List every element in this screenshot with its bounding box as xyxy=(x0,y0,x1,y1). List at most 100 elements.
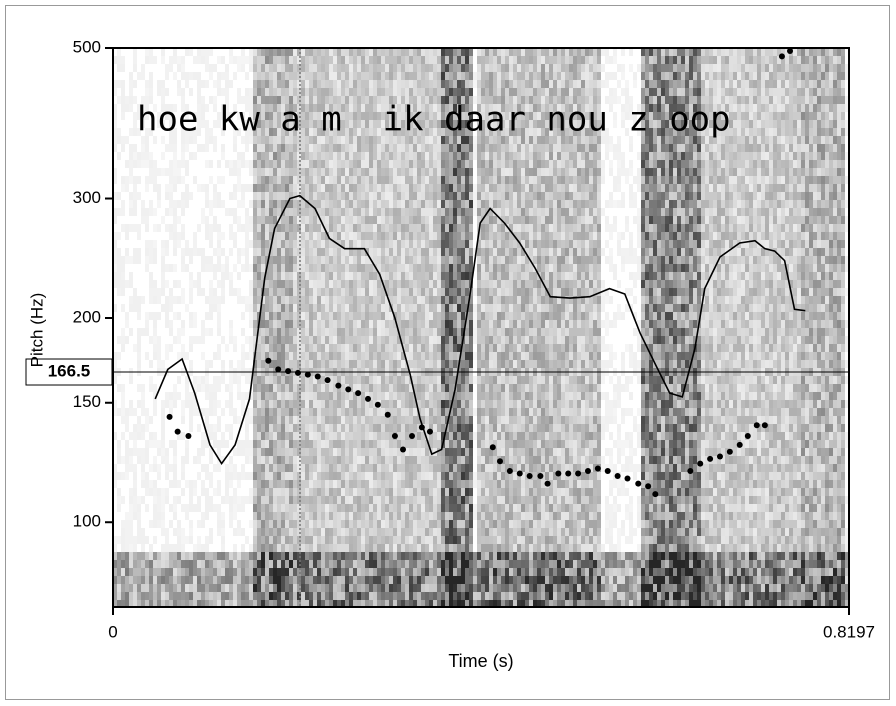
spectrogram-cell xyxy=(281,400,285,408)
spectrogram-cell xyxy=(417,464,421,472)
spectrogram-cell xyxy=(373,504,377,512)
spectrogram-cell xyxy=(409,584,413,592)
spectrogram-cell xyxy=(281,408,285,416)
spectrogram-cell xyxy=(125,448,129,456)
spectrogram-cell xyxy=(349,176,353,184)
spectrogram-cell xyxy=(221,72,225,80)
spectrogram-cell xyxy=(125,256,129,264)
spectrogram-cell xyxy=(337,528,341,536)
spectrogram-cell xyxy=(289,496,293,504)
spectrogram-cell xyxy=(185,352,189,360)
spectrogram-cell xyxy=(209,408,213,416)
spectrogram-cell xyxy=(409,56,413,64)
spectrogram-cell xyxy=(173,400,177,408)
spectrogram-cell xyxy=(429,160,433,168)
spectrogram-cell xyxy=(421,296,425,304)
spectrogram-cell xyxy=(285,304,289,312)
spectrogram-cell xyxy=(193,488,197,496)
spectrogram-cell xyxy=(441,288,445,296)
spectrogram-cell xyxy=(137,448,141,456)
spectrogram-cell xyxy=(301,488,305,496)
spectrogram-cell xyxy=(217,320,221,328)
spectrogram-cell xyxy=(185,512,189,520)
spectrogram-cell xyxy=(153,464,157,472)
spectrogram-cell xyxy=(417,456,421,464)
spectrogram-cell xyxy=(309,64,313,72)
spectrogram-cell xyxy=(197,248,201,256)
spectrogram-cell xyxy=(181,160,185,168)
spectrogram-cell xyxy=(389,280,393,288)
spectrogram-cell xyxy=(241,192,245,200)
spectrogram-cell xyxy=(201,512,205,520)
spectrogram-cell xyxy=(417,352,421,360)
spectrogram-cell xyxy=(449,496,453,504)
spectrogram-cell xyxy=(281,448,285,456)
spectrogram-cell xyxy=(397,184,401,192)
spectrogram-cell xyxy=(333,312,337,320)
spectrogram-cell xyxy=(265,296,269,304)
spectrogram-cell xyxy=(437,144,441,152)
spectrogram-cell xyxy=(313,336,317,344)
spectrogram-cell xyxy=(389,520,393,528)
spectrogram-cell xyxy=(173,392,177,400)
spectrogram-cell xyxy=(157,192,161,200)
spectrogram-cell xyxy=(353,296,357,304)
spectrogram-cell xyxy=(337,176,341,184)
spectrogram-cell xyxy=(381,304,385,312)
spectrogram-cell xyxy=(321,568,325,576)
spectrogram-cell xyxy=(369,288,373,296)
spectrogram-cell xyxy=(409,344,413,352)
spectrogram-cell xyxy=(353,544,357,552)
spectrogram-cell xyxy=(189,48,193,56)
spectrogram-cell xyxy=(421,48,425,56)
spectrogram-cell xyxy=(217,416,221,424)
spectrogram-cell xyxy=(421,520,425,528)
spectrogram-cell xyxy=(357,48,361,56)
spectrogram-cell xyxy=(393,400,397,408)
spectrogram-cell xyxy=(141,536,145,544)
spectrogram-cell xyxy=(421,576,425,584)
spectrogram-cell xyxy=(265,552,269,560)
spectrogram-cell xyxy=(445,64,449,72)
spectrogram-cell xyxy=(141,328,145,336)
spectrogram-cell xyxy=(269,504,273,512)
spectrogram-cell xyxy=(401,48,405,56)
spectrogram-cell xyxy=(437,264,441,272)
spectrogram-cell xyxy=(409,464,413,472)
spectrogram-cell xyxy=(413,304,417,312)
spectrogram-cell xyxy=(449,320,453,328)
spectrogram-cell xyxy=(357,344,361,352)
spectrogram-cell xyxy=(381,312,385,320)
spectrogram-cell xyxy=(409,496,413,504)
spectrogram-cell xyxy=(433,576,437,584)
spectrogram-cell xyxy=(193,560,197,568)
spectrogram-cell xyxy=(197,472,201,480)
spectrogram-cell xyxy=(445,576,449,584)
spectrogram-cell xyxy=(249,552,253,560)
spectrogram-cell xyxy=(153,440,157,448)
spectrogram-cell xyxy=(209,208,213,216)
spectrogram-cell xyxy=(193,456,197,464)
spectrogram-cell xyxy=(437,56,441,64)
spectrogram-cell xyxy=(433,464,437,472)
spectrogram-cell xyxy=(189,592,193,600)
spectrogram-cell xyxy=(205,384,209,392)
spectrogram-cell xyxy=(321,592,325,600)
spectrogram-cell xyxy=(425,208,429,216)
spectrogram-cell xyxy=(253,248,257,256)
spectrogram-cell xyxy=(305,552,309,560)
spectrogram-cell xyxy=(385,192,389,200)
spectrogram-cell xyxy=(313,264,317,272)
spectrogram-cell xyxy=(437,160,441,168)
spectrogram-cell xyxy=(337,424,341,432)
spectrogram-cell xyxy=(177,176,181,184)
spectrogram-cell xyxy=(157,592,161,600)
spectrogram-cell xyxy=(453,464,457,472)
spectrogram-cell xyxy=(337,416,341,424)
spectrogram-cell xyxy=(381,504,385,512)
spectrogram-cell xyxy=(197,48,201,56)
spectrogram-cell xyxy=(213,272,217,280)
spectrogram-cell xyxy=(277,456,281,464)
spectrogram-cell xyxy=(133,256,137,264)
spectrogram-cell xyxy=(281,456,285,464)
